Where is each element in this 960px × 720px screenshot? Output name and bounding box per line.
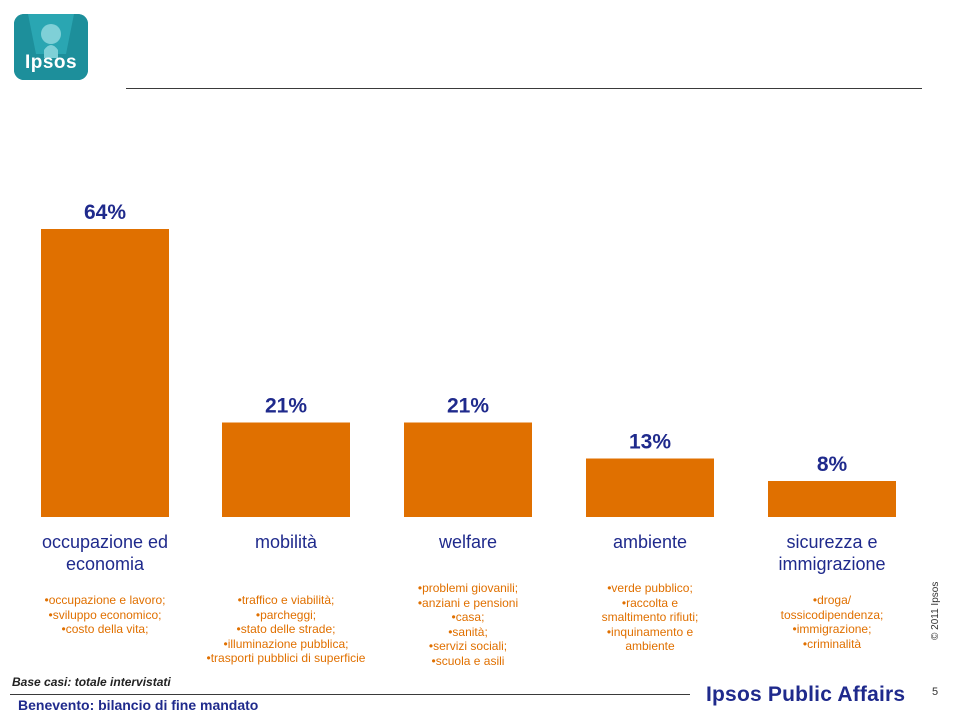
footer-divider: [10, 694, 690, 695]
header-divider: [126, 88, 922, 89]
detail-line: •verde pubblico;: [607, 581, 693, 595]
bar-5: [768, 481, 896, 517]
value-label-3: 21%: [447, 395, 489, 418]
detail-line: smaltimento rifiuti;: [601, 610, 699, 624]
details-1: •occupazione e lavoro; •sviluppo economic…: [10, 593, 200, 637]
bar-3: [404, 422, 532, 517]
detail-line: tossicodipendenza;: [780, 607, 884, 622]
base-note: Base casi: totale intervistati: [12, 675, 171, 689]
copyright-text: © 2011 Ipsos: [930, 581, 941, 640]
category-label-1: economia: [66, 554, 145, 574]
detail-line: •immigrazione;: [792, 622, 872, 636]
detail-line: •casa;: [451, 610, 485, 624]
detail-line: •servizi sociali;: [428, 639, 508, 653]
detail-line: •sanità;: [448, 624, 488, 639]
category-label-5: immigrazione: [778, 554, 885, 574]
value-label-5: 8%: [817, 453, 848, 476]
detail-line: •inquinamento e: [606, 624, 694, 639]
value-label-4: 13%: [629, 431, 671, 454]
category-label-5: sicurezza e: [786, 532, 877, 552]
brand-name: Ipsos Public Affairs: [706, 683, 906, 706]
detail-line: •occupazione e lavoro;: [44, 593, 166, 607]
ipsos-logo: Ipsos: [14, 14, 88, 80]
detail-line: •droga/: [812, 593, 852, 607]
detail-line: •anziani e pensioni: [417, 595, 519, 610]
detail-line: •sviluppo economico;: [48, 607, 162, 622]
detail-line: •problemi giovanili;: [417, 581, 519, 595]
value-label-1: 64%: [84, 201, 126, 224]
detail-line: •costo della vita;: [61, 622, 149, 636]
bar-1: [41, 229, 169, 517]
logo-emblem-icon: [14, 14, 88, 80]
detail-line: •traffico e viabilità;: [237, 593, 335, 607]
detail-line: •raccolta e: [621, 595, 679, 610]
detail-line: •criminalità: [802, 636, 862, 651]
detail-line: •illuminazione pubblica;: [223, 636, 349, 651]
detail-line: •parcheggi;: [255, 607, 317, 622]
category-label-4: ambiente: [613, 532, 687, 552]
page-number: 5: [932, 686, 939, 698]
category-label-2: mobilità: [255, 532, 318, 552]
details-4: •verde pubblico; •raccolta e smaltimento r…: [555, 581, 745, 654]
detail-line: •trasporti pubblici di superficie: [206, 651, 366, 665]
detail-line: •scuola e asili: [431, 653, 505, 668]
footer-title: Benevento: bilancio di fine mandato: [18, 697, 259, 713]
bar-2: [222, 422, 350, 517]
detail-line: ambiente: [625, 639, 675, 653]
value-label-2: 21%: [265, 395, 307, 418]
details-2: •traffico e viabilità; •parcheggi; •stato …: [191, 593, 381, 666]
details-5: •droga/tossicodipendenza; •immigrazione; •…: [737, 593, 927, 651]
details-3: •problemi giovanili; •anziani e pensioni •…: [373, 581, 563, 668]
category-label-3: welfare: [438, 532, 497, 552]
category-label-1: occupazione ed: [42, 532, 168, 552]
bar-4: [586, 458, 714, 517]
detail-line: •stato delle strade;: [236, 622, 336, 636]
logo-text: Ipsos: [24, 52, 78, 73]
